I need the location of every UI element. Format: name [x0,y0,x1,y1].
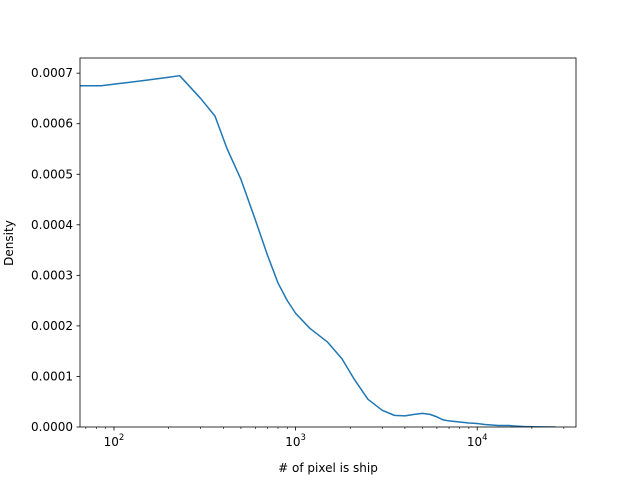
axes-frame [79,57,577,428]
y-tick-label: 0.0003 [31,268,73,282]
y-tick-label: 0.0002 [31,319,73,333]
y-tick-label: 0.0005 [31,167,73,181]
y-tick-label: 0.0004 [31,218,73,232]
x-tick-label: 103 [285,433,306,449]
plot-area: 102 103 104 0.0000 0.0001 0.0002 0.0003 0.0004 0… [31,57,577,449]
x-axis-label: # of pixel is ship [278,461,378,475]
y-axis-label: Density [2,220,16,266]
x-tick-label: 102 [104,433,125,449]
y-tick-label: 0.0000 [31,420,73,434]
y-tick-label: 0.0006 [31,117,73,131]
series-line-0 [80,74,556,427]
x-tick-label: 104 [467,433,488,449]
y-tick-label: 0.0007 [31,66,73,80]
y-tick-label: 0.0001 [31,369,73,383]
